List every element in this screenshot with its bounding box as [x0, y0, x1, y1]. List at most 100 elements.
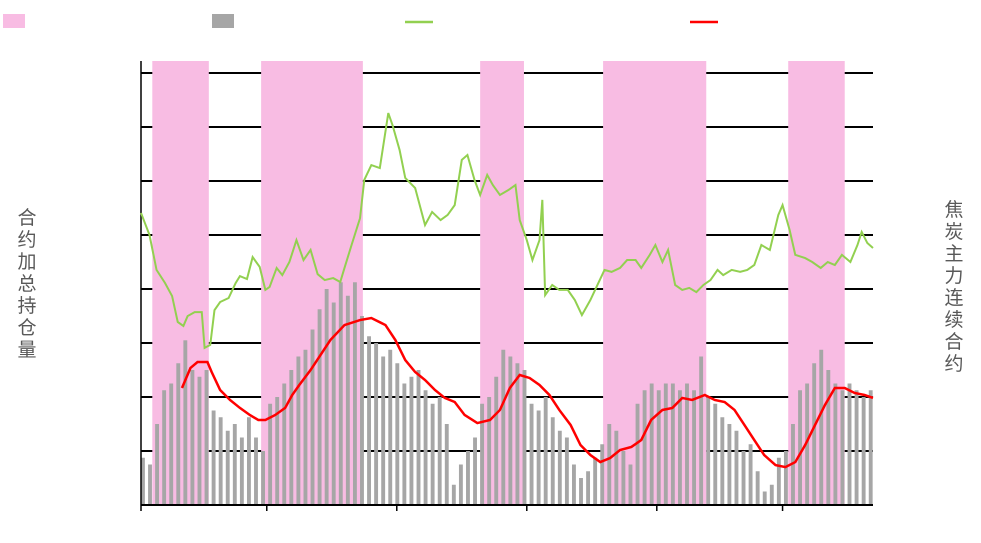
- oi-bar: [649, 383, 654, 505]
- oi-bar: [162, 390, 167, 505]
- oi-bar: [367, 336, 371, 505]
- oi-bar: [211, 410, 216, 505]
- oi-bar: [458, 464, 463, 505]
- oi-bar: [197, 376, 202, 505]
- oi-bar: [854, 390, 859, 505]
- oi-bar: [282, 383, 287, 505]
- oi-bar: [148, 464, 152, 505]
- oi-bar: [762, 491, 767, 505]
- oi-bar: [826, 370, 831, 505]
- oi-bar: [324, 289, 329, 505]
- oi-bar: [677, 390, 682, 505]
- oi-bar: [522, 370, 527, 505]
- oi-bar: [607, 424, 612, 505]
- price-line: [140, 112, 874, 350]
- oi-bar: [317, 309, 322, 505]
- left-axis-title: 合约加总持仓量: [17, 207, 36, 361]
- oi-ma22-line: [180, 316, 874, 469]
- oi-bar: [437, 397, 442, 505]
- oi-bar: [275, 397, 280, 505]
- legend-swatch: [3, 14, 25, 28]
- oi-bar: [579, 478, 583, 505]
- oi-bar: [388, 349, 393, 505]
- oi-bar: [755, 471, 760, 505]
- oi-bar: [720, 417, 725, 505]
- oi-bar: [557, 430, 562, 505]
- oi-bar: [466, 451, 470, 505]
- oi-bar: [769, 484, 774, 505]
- oi-bar: [663, 383, 668, 505]
- oi-bar: [430, 403, 435, 505]
- oi-bar: [360, 316, 364, 505]
- legend: [3, 14, 718, 28]
- oi-bar: [833, 383, 838, 505]
- oi-bar: [536, 410, 541, 505]
- oi-bar: [473, 437, 477, 505]
- open-interest-bars: [141, 282, 873, 505]
- oi-bar: [169, 383, 174, 505]
- oi-bar: [395, 363, 400, 505]
- oi-bar: [614, 430, 619, 505]
- oi-bar: [331, 302, 336, 505]
- oi-bar: [239, 437, 244, 505]
- oi-bar: [635, 403, 640, 505]
- oi-bar: [515, 363, 520, 505]
- oi-bar: [868, 390, 873, 505]
- rising-region: [603, 61, 707, 505]
- oi-bar: [296, 356, 301, 505]
- oi-bar: [812, 363, 817, 505]
- oi-bar: [706, 397, 711, 505]
- oi-bar: [586, 471, 591, 505]
- oi-bar: [416, 370, 421, 505]
- oi-bar: [642, 390, 647, 505]
- oi-bar: [352, 282, 357, 505]
- oi-bar: [819, 349, 824, 505]
- oi-bar: [345, 295, 350, 505]
- oi-bar: [289, 370, 294, 505]
- oi-bar: [621, 451, 626, 505]
- oi-bar: [225, 430, 230, 505]
- oi-bar: [183, 340, 188, 505]
- oi-bar: [734, 430, 739, 505]
- oi-bar: [141, 457, 145, 505]
- oi-bar: [451, 484, 456, 505]
- oi-bar: [155, 424, 160, 505]
- oi-bar: [480, 403, 485, 505]
- oi-bar: [374, 343, 379, 505]
- right-axis-title: 焦炭主力连续合约: [944, 199, 963, 375]
- oi-bar: [543, 397, 548, 505]
- oi-bar: [176, 363, 181, 505]
- oi-bar: [254, 437, 258, 505]
- oi-bar: [748, 444, 753, 505]
- oi-bar: [508, 356, 513, 505]
- series-lines: [140, 112, 874, 469]
- oi-bar: [444, 424, 449, 505]
- oi-bar: [204, 370, 209, 505]
- oi-bar: [713, 403, 718, 505]
- oi-bar: [218, 417, 223, 505]
- axis-titles: 合约加总持仓量 焦炭主力连续合约: [17, 199, 963, 375]
- oi-bar: [246, 417, 251, 505]
- oi-bar: [232, 424, 237, 505]
- oi-bar: [494, 376, 499, 505]
- oi-bar: [593, 457, 598, 505]
- oi-bar: [409, 376, 414, 505]
- oi-bar: [685, 383, 689, 505]
- oi-bar: [783, 451, 788, 505]
- oi-bar: [670, 383, 675, 505]
- oi-bar: [381, 356, 386, 505]
- oi-bar: [656, 390, 661, 505]
- oi-bar: [741, 451, 746, 505]
- oi-bar: [402, 383, 407, 505]
- oi-bar: [600, 444, 605, 505]
- oi-bar: [847, 383, 852, 505]
- oi-bar: [550, 417, 555, 505]
- oi-bar: [303, 349, 308, 505]
- oi-bar: [529, 403, 534, 505]
- oi-bar: [487, 397, 492, 505]
- oi-bar: [423, 390, 428, 505]
- oi-bar: [861, 397, 866, 505]
- oi-bar: [776, 457, 781, 505]
- oi-bar: [501, 349, 506, 505]
- oi-bar: [310, 329, 315, 505]
